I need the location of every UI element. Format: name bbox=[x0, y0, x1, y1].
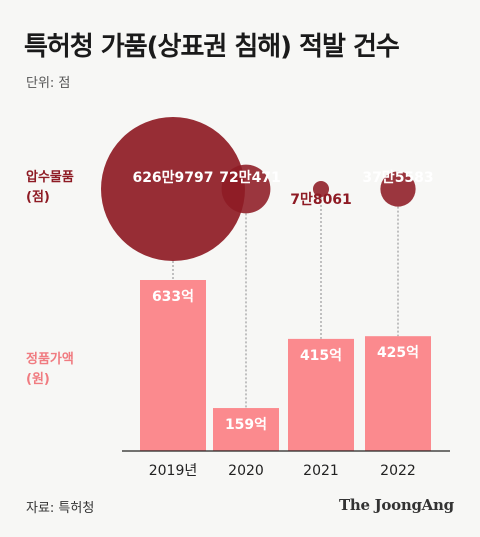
labels: 633억 159억 415억 425억 626만9797 72만471 7만8061 37만5… bbox=[132, 170, 433, 433]
publisher-logo: The JoongAng bbox=[339, 496, 454, 514]
genuine-value-bar bbox=[140, 280, 206, 451]
seized-series-label: 압수물품 (점) bbox=[26, 168, 74, 208]
seized-bubble bbox=[312, 180, 330, 198]
bar-value-label: 415억 bbox=[300, 348, 342, 364]
source-note: 자료: 특허청 bbox=[26, 501, 95, 516]
genuine-series-label-unit: (원) bbox=[26, 372, 50, 387]
guide-lines bbox=[172, 197, 399, 409]
bar-value-label: 159억 bbox=[225, 417, 267, 433]
seized-series-label-unit: (점) bbox=[26, 190, 50, 205]
chart-title: 특허청 가품(상표권 침해) 적발 건수 bbox=[24, 32, 400, 62]
bubble-value-label: 72만471 bbox=[219, 170, 281, 186]
genuine-value-bar bbox=[213, 408, 279, 451]
bubble-value-label: 37만5583 bbox=[362, 170, 433, 186]
genuine-series-label-main: 정품가액 bbox=[26, 352, 74, 367]
x-tick-label: 2021 bbox=[303, 463, 339, 479]
genuine-value-bar bbox=[288, 338, 354, 451]
bar-value-label: 633억 bbox=[152, 289, 194, 305]
seized-series-label-main: 압수물품 bbox=[26, 170, 74, 185]
genuine-series-label: 정품가액 (원) bbox=[26, 350, 74, 390]
seized-bubble bbox=[221, 164, 271, 214]
x-tick-label: 2019년 bbox=[149, 463, 198, 479]
x-tick-label: 2022 bbox=[380, 463, 416, 479]
bubble-value-label: 626만9797 bbox=[132, 170, 213, 186]
unit-label: 단위: 점 bbox=[26, 76, 71, 91]
bubble-value-label: 7만8061 bbox=[290, 192, 352, 208]
seized-bubble bbox=[101, 117, 245, 261]
genuine-value-bar bbox=[365, 336, 431, 451]
bar-value-label: 425억 bbox=[377, 345, 419, 361]
seized-bubble bbox=[380, 171, 416, 207]
bars bbox=[140, 280, 431, 451]
x-tick-label: 2020 bbox=[228, 463, 264, 479]
bubbles bbox=[101, 117, 416, 261]
